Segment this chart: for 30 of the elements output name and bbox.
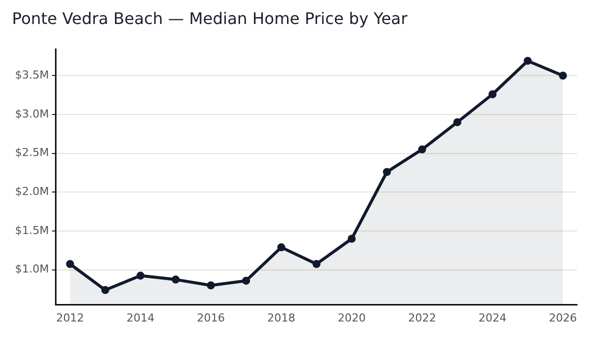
point xyxy=(418,145,426,154)
point xyxy=(453,118,462,126)
point xyxy=(277,243,286,252)
point xyxy=(524,56,532,65)
x-tick-label: 2012 xyxy=(56,311,84,324)
point xyxy=(136,272,144,280)
point xyxy=(558,72,567,80)
x-tick-label: 2018 xyxy=(267,311,296,324)
y-tick-label: $2.5M xyxy=(15,146,49,160)
y-tick-label: $1.5M xyxy=(15,224,49,237)
point xyxy=(348,234,356,243)
point xyxy=(66,260,74,268)
x-tick-label: 2014 xyxy=(126,311,154,324)
y-tick-label: $2.0M xyxy=(15,185,49,198)
point xyxy=(488,90,497,98)
x-tick-label: 2022 xyxy=(408,311,436,324)
point xyxy=(312,260,320,268)
y-tick-label: $1.0M xyxy=(15,262,49,276)
x-tick-label: 2024 xyxy=(478,311,507,324)
y-tick-label: $3.0M xyxy=(15,107,49,120)
x-tick-label: 2020 xyxy=(338,311,366,324)
point xyxy=(242,276,250,285)
point xyxy=(172,276,180,284)
point xyxy=(101,286,110,294)
x-tick-label: 2026 xyxy=(548,311,577,324)
x-tick-label: 2016 xyxy=(196,311,225,324)
point xyxy=(206,281,215,290)
point xyxy=(382,168,391,176)
chart-title: Ponte Vedra Beach — Median Home Price by Year xyxy=(12,8,408,28)
y-tick-label: $3.5M xyxy=(15,68,49,82)
